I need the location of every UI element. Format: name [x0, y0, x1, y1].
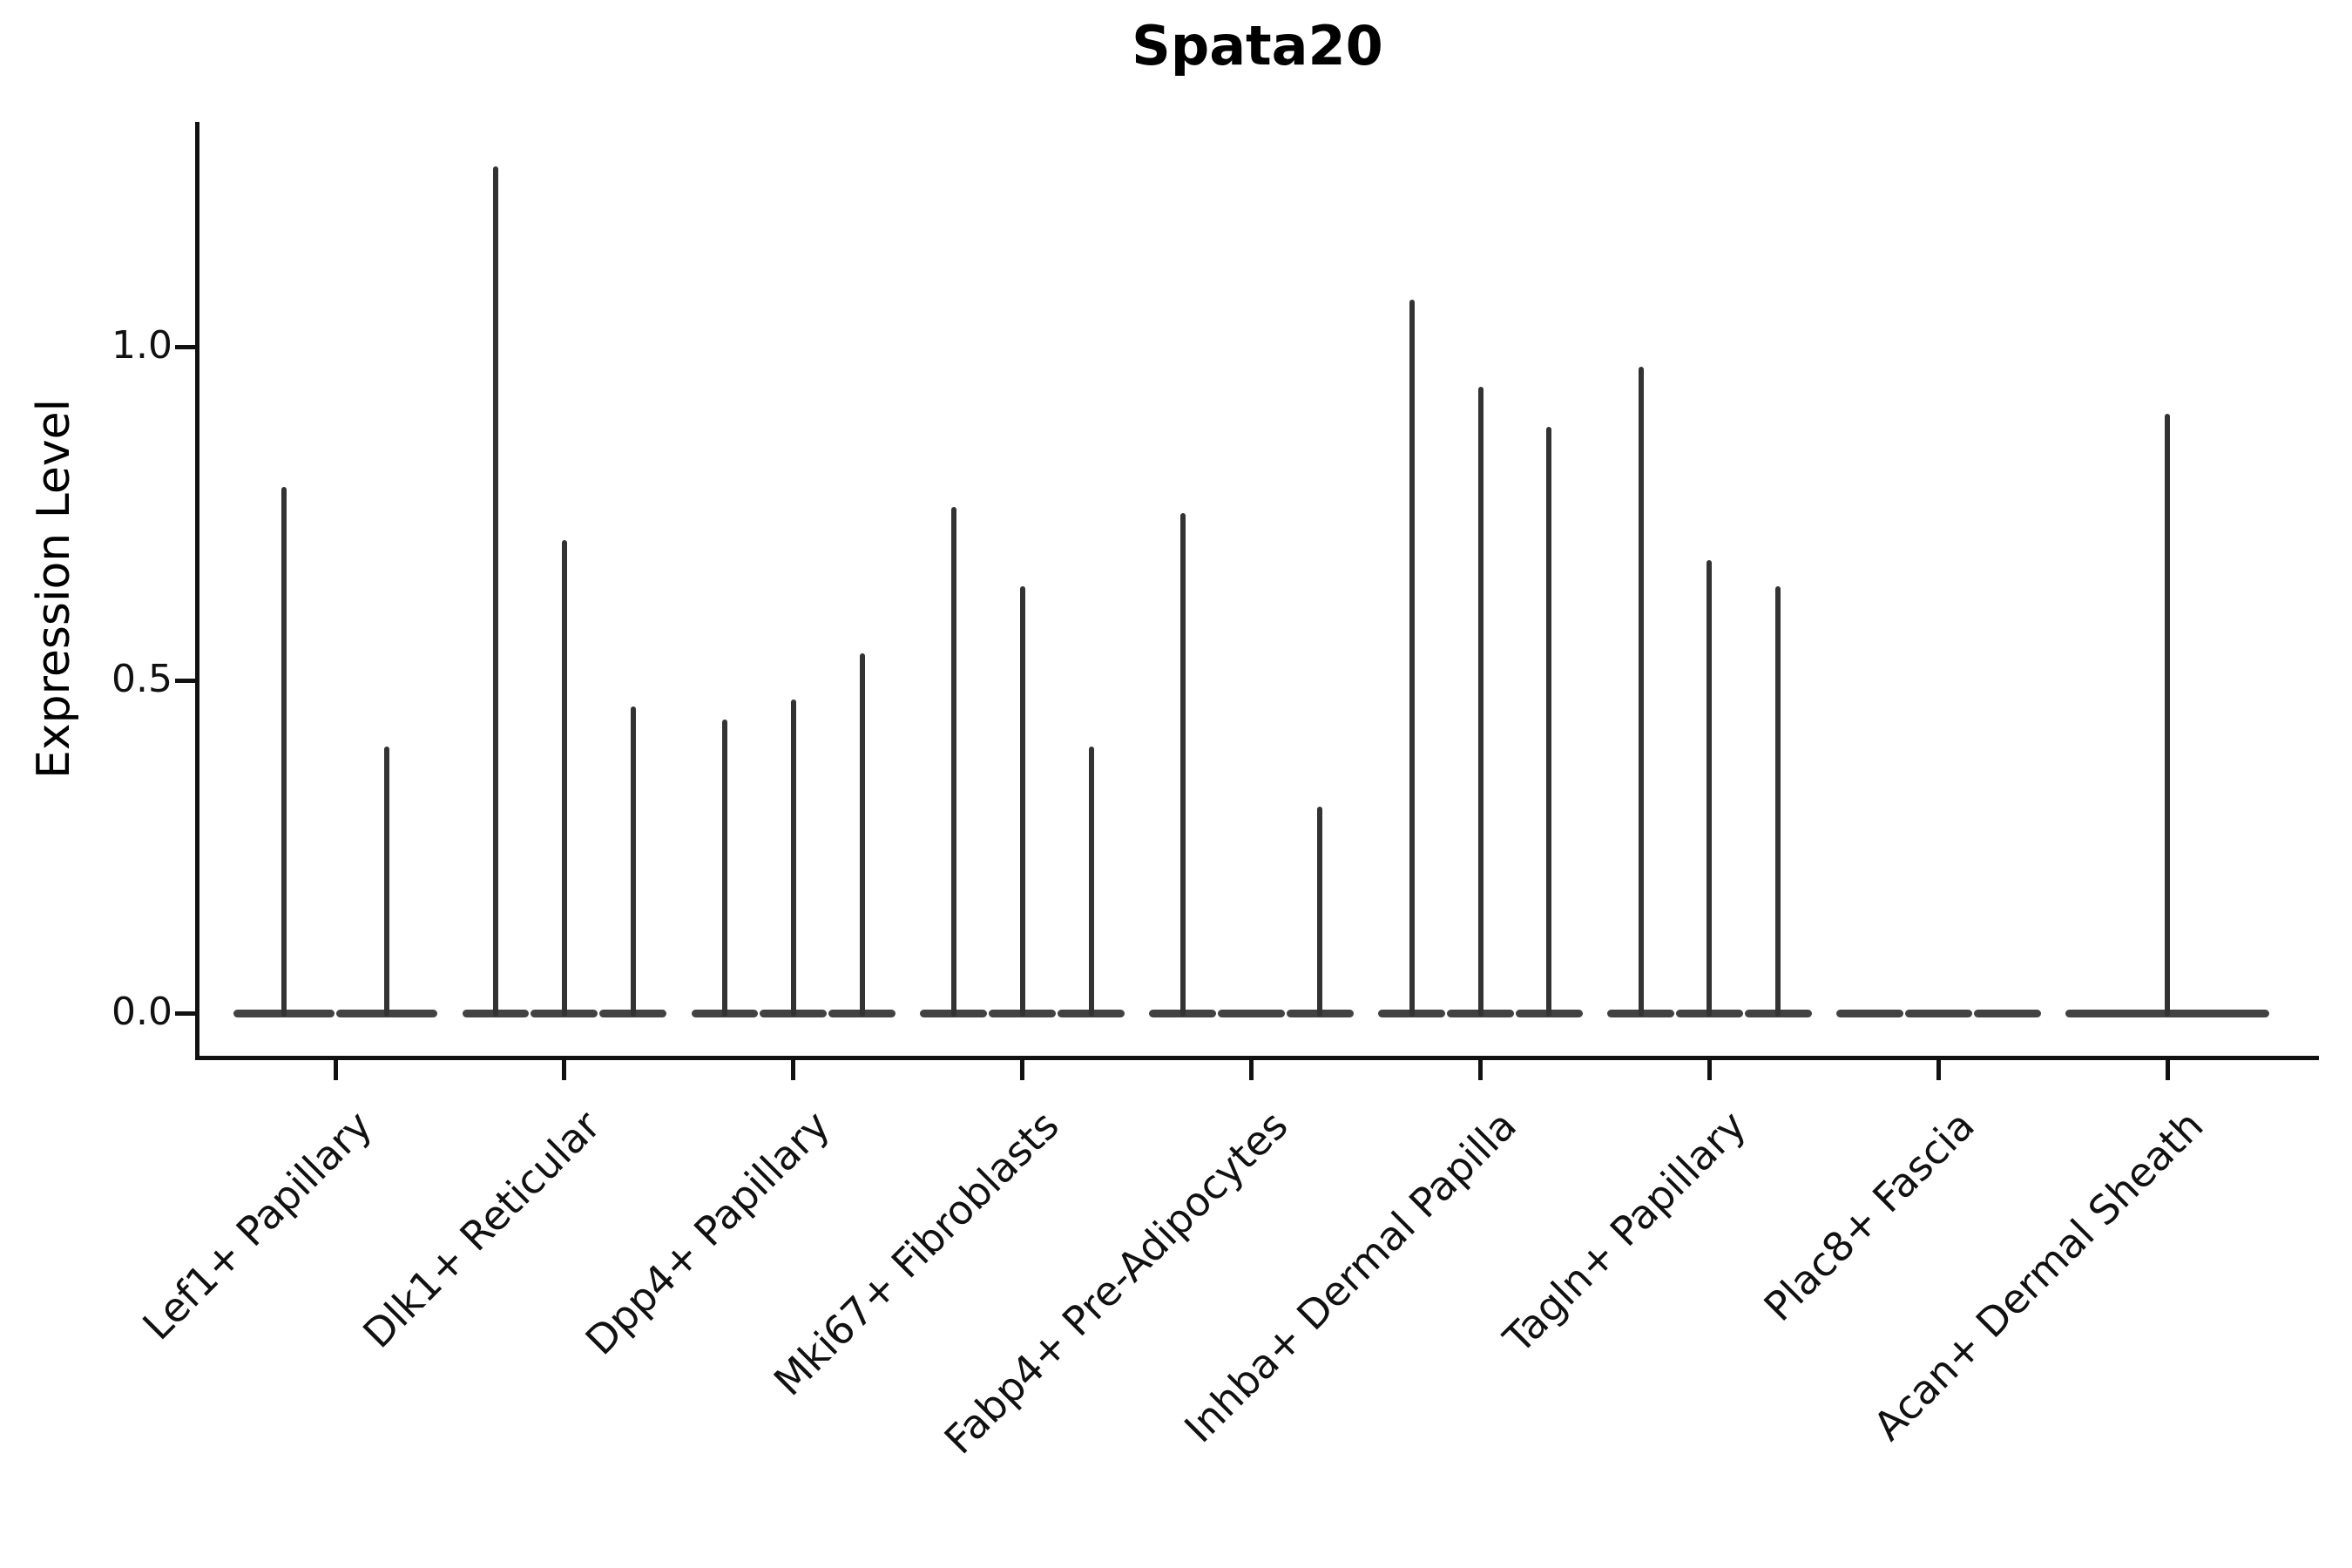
- y-tick-label: 1.0: [112, 323, 172, 368]
- violin-body: [1973, 1010, 2041, 1017]
- y-axis-spine: [195, 122, 199, 1060]
- violin-spike: [859, 652, 865, 1017]
- x-tick-label: Plac8+ Fascia: [1754, 1101, 1984, 1330]
- violin-spike: [950, 506, 956, 1017]
- violin-spike: [790, 700, 796, 1017]
- y-tick-label: 0.5: [112, 656, 172, 701]
- x-tick-mark: [791, 1058, 796, 1080]
- y-tick-mark: [175, 1011, 197, 1016]
- x-tick-mark: [2165, 1058, 2170, 1080]
- violin-spike: [2165, 413, 2171, 1017]
- violin-spike: [1088, 747, 1094, 1017]
- x-tick-mark: [333, 1058, 338, 1080]
- x-tick-mark: [1936, 1058, 1941, 1080]
- violin-spike: [1638, 366, 1644, 1017]
- x-tick-mark: [1020, 1058, 1025, 1080]
- y-tick-mark: [175, 678, 197, 683]
- violin-body: [1218, 1010, 1286, 1017]
- violin-body: [1904, 1010, 1972, 1017]
- x-tick-mark: [1249, 1058, 1254, 1080]
- violin-spike: [630, 706, 636, 1017]
- x-tick-label: Dpp4+ Papillary: [576, 1101, 839, 1364]
- violin-spike: [1019, 586, 1025, 1017]
- violin-spike: [384, 747, 390, 1017]
- x-axis-spine: [195, 1056, 2319, 1060]
- y-tick-label: 0.0: [112, 990, 172, 1034]
- y-tick-mark: [175, 345, 197, 349]
- x-tick-label: Tagln+ Papillary: [1494, 1101, 1755, 1362]
- x-tick-label: Lef1+ Papillary: [132, 1101, 381, 1349]
- violin-spike: [561, 539, 567, 1017]
- violin-spike: [1179, 513, 1186, 1017]
- chart-title: Spata20: [1132, 14, 1383, 78]
- x-tick-mark: [1478, 1058, 1483, 1080]
- violin-spike: [1317, 806, 1323, 1017]
- x-tick-mark: [562, 1058, 567, 1080]
- violin-spike: [1409, 300, 1415, 1017]
- violin-spike: [493, 166, 499, 1017]
- x-tick-mark: [1707, 1058, 1712, 1080]
- violin-spike: [280, 486, 287, 1017]
- violin-spike: [1775, 586, 1781, 1017]
- violin-spike: [1707, 559, 1713, 1017]
- violin-spike: [1546, 426, 1552, 1017]
- x-tick-label: Dlk1+ Reticular: [354, 1101, 610, 1357]
- violin-spike: [1477, 386, 1484, 1017]
- violin-spike: [721, 720, 727, 1017]
- y-axis-label: Expression Level: [28, 398, 80, 780]
- violin-body: [1836, 1010, 1903, 1017]
